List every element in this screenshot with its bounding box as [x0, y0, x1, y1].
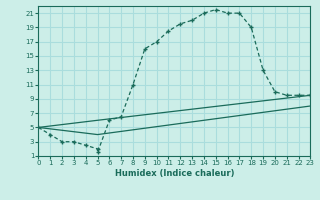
- X-axis label: Humidex (Indice chaleur): Humidex (Indice chaleur): [115, 169, 234, 178]
